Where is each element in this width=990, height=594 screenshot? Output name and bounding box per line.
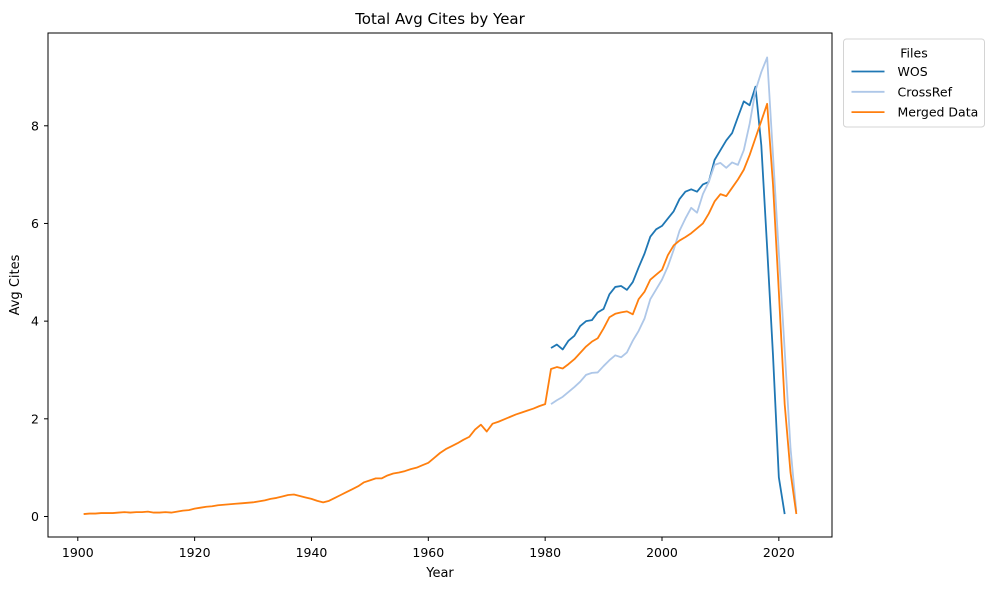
- line-merged-data: [83, 102, 798, 515]
- chart-title: Total Avg Cites by Year: [354, 10, 525, 28]
- legend-box: [843, 38, 985, 128]
- y-axis-label: Avg Cites: [8, 254, 23, 315]
- x-tick-label: 2020: [763, 545, 795, 560]
- legend-label-merged-data: Merged Data: [898, 105, 979, 120]
- x-tick-label: 2000: [646, 545, 678, 560]
- line-crossref: [550, 56, 798, 512]
- legend-items: WOS CrossRef Merged Data: [851, 64, 979, 120]
- line-wos: [550, 85, 786, 515]
- x-tick-label: 1940: [296, 545, 328, 560]
- legend-label-wos: WOS: [898, 64, 928, 79]
- legend-title: Files: [900, 46, 927, 61]
- legend-label-crossref: CrossRef: [898, 84, 953, 99]
- series-lines: [83, 56, 798, 515]
- legend: Files WOS CrossRef Merged Data: [843, 38, 985, 128]
- x-tick-label: 1920: [179, 545, 211, 560]
- x-tick-label: 1900: [62, 545, 94, 560]
- axis-ticks: 1900 1920 1940 1960 1980 2000 2020 0 2 4 6 8: [31, 118, 795, 560]
- y-tick-label: 6: [31, 216, 39, 231]
- x-axis-label: Year: [425, 566, 454, 581]
- y-tick-label: 4: [31, 314, 39, 329]
- y-tick-label: 2: [31, 411, 39, 426]
- x-tick-label: 1980: [529, 545, 561, 560]
- y-tick-label: 8: [31, 118, 39, 133]
- y-tick-label: 0: [31, 509, 39, 524]
- x-tick-label: 1960: [412, 545, 444, 560]
- plot-border: [47, 32, 833, 538]
